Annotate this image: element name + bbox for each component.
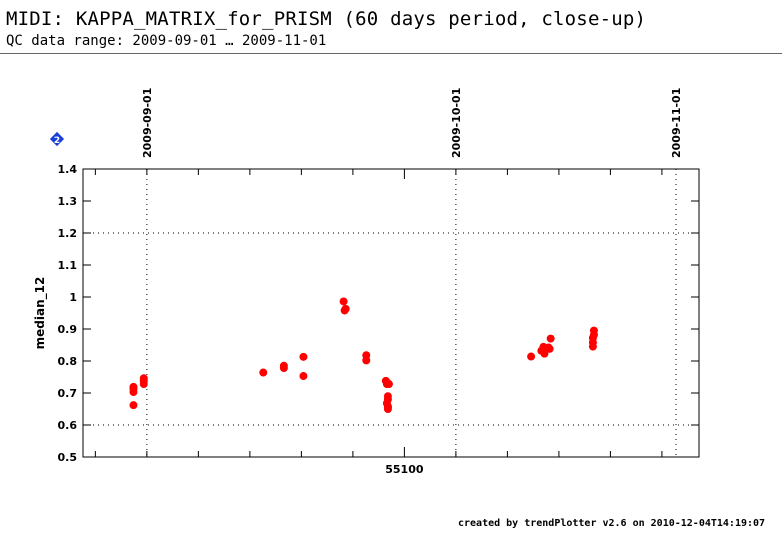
data-point [362,356,371,365]
data-point [279,361,288,370]
header-divider [0,53,782,54]
page-subtitle: QC data range: 2009-09-01 … 2009-11-01 [6,33,327,49]
data-point [139,374,148,383]
y-tick-label: 1.3 [58,195,78,208]
data-point [129,401,138,410]
date-marker-label: 2009-09-01 [141,88,154,158]
y-tick-label: 0.5 [58,451,78,464]
points-layer [129,297,598,413]
badge-icon: 2 [49,131,65,147]
y-tick-label: 1.1 [58,259,78,272]
grid-layer: 2009-09-01 2009-10-01 2009-11-01 [83,88,699,457]
date-marker-label: 2009-11-01 [670,88,683,158]
page-title: MIDI: KAPPA_MATRIX_for_PRISM (60 days pe… [6,8,647,30]
y-tick-label: 0.7 [58,387,78,400]
plot-frame [82,168,700,458]
y-tick-label: 0.6 [58,419,78,432]
data-point [339,297,348,306]
badge-label: 2 [54,136,60,146]
data-point [546,334,555,343]
y-tick-label: 1.4 [58,163,78,176]
date-marker-label: 2009-10-01 [450,88,463,158]
data-point [129,382,138,391]
y-axis-label: median_12 [33,277,48,350]
data-point [299,352,308,361]
data-point [299,372,308,381]
data-point [383,402,392,411]
y-tick-label: 1 [69,291,77,304]
data-point [589,326,598,335]
y-tick-label: 1.2 [58,227,78,240]
x-tick-label: 55100 [385,463,424,476]
data-point [383,392,392,401]
y-tick-label: 0.9 [58,323,78,336]
data-point [545,344,554,353]
data-point [259,368,268,377]
footer-credit: created by trendPlotter v2.6 on 2010-12-… [458,518,766,529]
axes-layer: 0.5 0.6 0.7 0.8 0.9 1 1.1 1.2 1.3 1.4 55100 median_… [33,163,700,476]
data-point [527,352,536,361]
y-tick-label: 0.8 [58,355,78,368]
data-point [341,304,350,313]
data-point [384,380,393,389]
